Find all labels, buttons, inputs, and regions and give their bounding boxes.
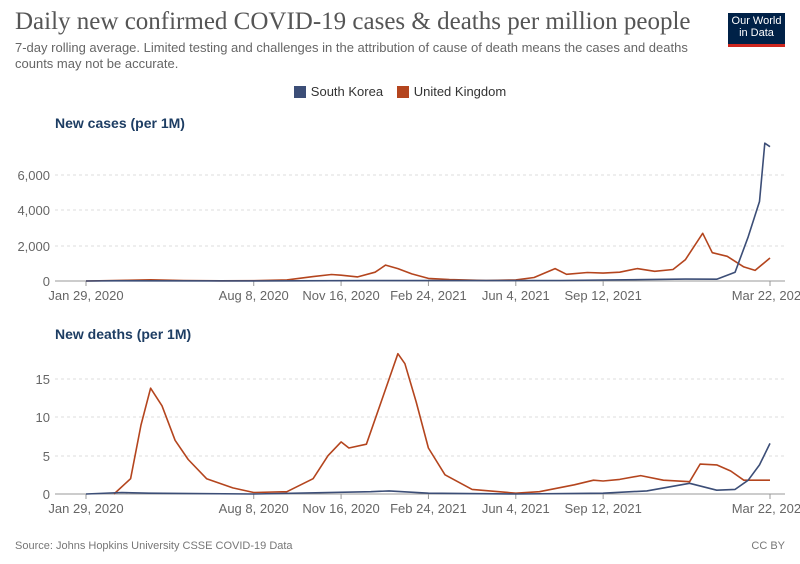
x-tick-label: Aug 8, 2020 [219, 288, 289, 303]
legend: South Korea United Kingdom [0, 84, 800, 101]
x-tick-label: Sep 12, 2021 [564, 288, 641, 303]
x-tick-label: Mar 22, 2022 [732, 501, 800, 516]
chart-title: Daily new confirmed COVID-19 cases & dea… [15, 8, 691, 35]
series-line-united-kingdom[interactable] [85, 232, 771, 282]
chart-subtitle: 7-day rolling average. Limited testing a… [15, 40, 688, 71]
y-tick-label: 0 [43, 487, 50, 502]
x-tick-label: Aug 8, 2020 [219, 501, 289, 516]
x-tick-label: Nov 16, 2020 [302, 501, 379, 516]
x-tick-label: Jan 29, 2020 [48, 288, 123, 303]
source-note: Source: Johns Hopkins University CSSE CO… [15, 540, 293, 552]
x-tick-label: Feb 24, 2021 [390, 501, 467, 516]
y-tick-label: 2,000 [17, 239, 50, 254]
license-link[interactable]: CC BY [751, 540, 785, 552]
owid-logo[interactable]: Our World in Data [728, 13, 785, 47]
legend-item-united-kingdom[interactable]: United Kingdom [396, 84, 507, 99]
y-tick-label: 4,000 [17, 203, 50, 218]
panel-title: New cases (per 1M) [55, 115, 185, 131]
legend-label: United Kingdom [413, 84, 507, 99]
legend-swatch [396, 85, 409, 98]
x-tick-label: Feb 24, 2021 [390, 288, 467, 303]
x-tick-label: Jun 4, 2021 [482, 501, 550, 516]
logo-line-2: in Data [739, 27, 774, 39]
x-tick-label: Jan 29, 2020 [48, 501, 123, 516]
legend-swatch [293, 85, 306, 98]
series-line-south-korea[interactable] [85, 142, 771, 282]
x-tick-label: Mar 22, 2022 [732, 288, 800, 303]
x-tick-label: Nov 16, 2020 [302, 288, 379, 303]
x-tick-label: Sep 12, 2021 [564, 501, 641, 516]
panel-title: New deaths (per 1M) [55, 326, 191, 342]
legend-label: South Korea [310, 84, 384, 99]
x-tick-label: Jun 4, 2021 [482, 288, 550, 303]
y-tick-label: 6,000 [17, 168, 50, 183]
y-tick-label: 5 [43, 449, 50, 464]
y-tick-label: 10 [36, 410, 50, 425]
series-line-south-korea[interactable] [85, 443, 771, 495]
y-tick-label: 0 [43, 274, 50, 289]
logo-line-1: Our World [731, 15, 782, 27]
series-line-united-kingdom[interactable] [113, 352, 770, 495]
legend-item-south-korea[interactable]: South Korea [293, 84, 384, 99]
y-tick-label: 15 [36, 372, 50, 387]
